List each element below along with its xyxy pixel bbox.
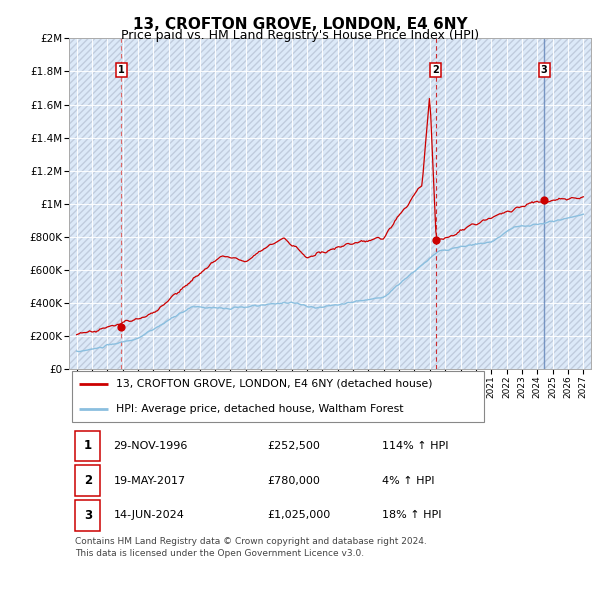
- Text: 13, CROFTON GROVE, LONDON, E4 6NY: 13, CROFTON GROVE, LONDON, E4 6NY: [133, 17, 467, 31]
- Text: £1,025,000: £1,025,000: [268, 510, 331, 520]
- Text: 13, CROFTON GROVE, LONDON, E4 6NY (detached house): 13, CROFTON GROVE, LONDON, E4 6NY (detac…: [116, 379, 433, 389]
- Text: 2: 2: [84, 474, 92, 487]
- Point: [116, 323, 126, 332]
- Text: 1: 1: [118, 65, 125, 75]
- Point: [539, 195, 549, 204]
- Text: 2: 2: [432, 65, 439, 75]
- Text: Price paid vs. HM Land Registry's House Price Index (HPI): Price paid vs. HM Land Registry's House …: [121, 30, 479, 42]
- Text: 29-NOV-1996: 29-NOV-1996: [113, 441, 188, 451]
- Text: 3: 3: [541, 65, 548, 75]
- Text: 14-JUN-2024: 14-JUN-2024: [113, 510, 184, 520]
- FancyBboxPatch shape: [71, 371, 484, 422]
- Text: 19-MAY-2017: 19-MAY-2017: [113, 476, 185, 486]
- FancyBboxPatch shape: [75, 431, 100, 461]
- Text: 114% ↑ HPI: 114% ↑ HPI: [382, 441, 449, 451]
- FancyBboxPatch shape: [75, 466, 100, 496]
- Text: £252,500: £252,500: [268, 441, 320, 451]
- Text: HPI: Average price, detached house, Waltham Forest: HPI: Average price, detached house, Walt…: [116, 404, 403, 414]
- Point: [431, 235, 440, 245]
- Text: 18% ↑ HPI: 18% ↑ HPI: [382, 510, 442, 520]
- Text: Contains HM Land Registry data © Crown copyright and database right 2024.
This d: Contains HM Land Registry data © Crown c…: [75, 537, 427, 558]
- Text: 1: 1: [84, 439, 92, 453]
- FancyBboxPatch shape: [75, 500, 100, 530]
- Text: 3: 3: [84, 509, 92, 522]
- Text: 4% ↑ HPI: 4% ↑ HPI: [382, 476, 434, 486]
- Text: £780,000: £780,000: [268, 476, 320, 486]
